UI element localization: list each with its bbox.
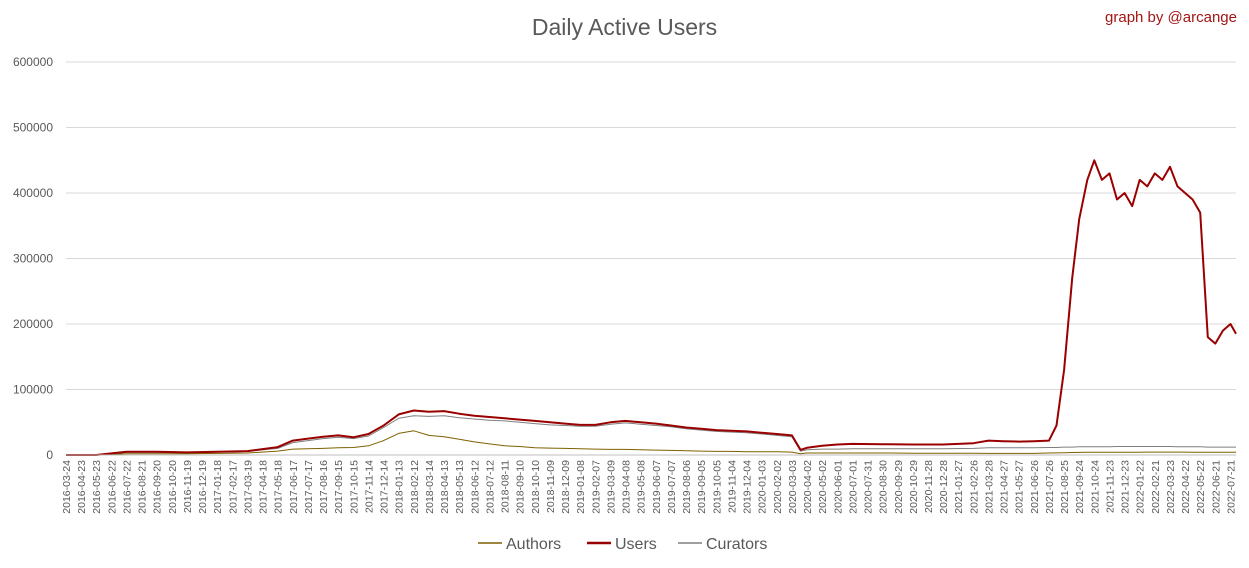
x-tick-label: 2020-08-30 (878, 460, 890, 514)
x-tick-label: 2019-06-07 (651, 460, 663, 514)
x-tick-label: 2018-05-13 (454, 460, 466, 514)
x-tick-label: 2021-08-25 (1059, 460, 1071, 514)
x-tick-label: 2017-01-18 (212, 460, 224, 514)
x-tick-label: 2019-10-05 (711, 460, 723, 514)
x-tick-label: 2018-01-13 (394, 460, 406, 514)
x-tick-label: 2018-03-14 (424, 460, 436, 514)
y-tick-label: 300000 (13, 252, 53, 266)
x-tick-label: 2021-12-23 (1120, 460, 1132, 514)
x-tick-label: 2020-07-31 (863, 460, 875, 514)
x-tick-label: 2018-09-10 (515, 460, 527, 514)
x-tick-label: 2017-06-17 (288, 460, 300, 514)
chart-title: Daily Active Users (531, 14, 718, 40)
x-tick-label: 2019-11-04 (726, 460, 738, 513)
x-tick-label: 2020-12-28 (938, 460, 950, 514)
x-tick-label: 2022-05-22 (1195, 460, 1207, 514)
x-tick-label: 2017-09-15 (333, 460, 345, 514)
series-lines (66, 159, 1237, 456)
x-tick-label: 2018-12-09 (560, 460, 572, 514)
x-tick-label: 2019-08-06 (681, 460, 693, 514)
x-tick-label: 2016-09-20 (152, 460, 164, 514)
x-tick-label: 2019-03-09 (605, 460, 617, 514)
x-tick-label: 2018-11-09 (545, 460, 557, 513)
x-tick-label: 2020-11-28 (923, 460, 935, 513)
y-tick-label: 600000 (13, 55, 53, 69)
x-tick-label: 2022-06-21 (1210, 460, 1222, 514)
x-axis-ticks: 2016-03-24 2016-04-23 2016-05-23 2016-06-22… (61, 460, 1237, 514)
x-tick-label: 2016-12-19 (197, 460, 209, 514)
x-tick-label: 2021-09-24 (1074, 460, 1086, 514)
x-tick-label: 2019-07-07 (666, 460, 678, 514)
x-tick-label: 2016-03-24 (61, 460, 73, 514)
x-tick-label: 2021-03-28 (983, 460, 995, 514)
x-tick-label: 2018-10-10 (530, 460, 542, 514)
x-tick-label: 2019-04-08 (621, 460, 633, 514)
x-tick-label: 2021-11-23 (1104, 460, 1116, 513)
x-tick-label: 2021-01-27 (953, 460, 965, 514)
x-tick-label: 2019-01-08 (575, 460, 587, 514)
x-tick-label: 2020-03-03 (787, 460, 799, 514)
gridlines (66, 61, 1236, 390)
x-tick-label: 2022-07-21 (1225, 460, 1237, 514)
series-line-users (66, 159, 1237, 456)
x-tick-label: 2019-02-07 (590, 460, 602, 514)
x-tick-label: 2017-05-18 (273, 460, 285, 514)
x-tick-label: 2021-05-27 (1014, 460, 1026, 514)
x-tick-label: 2020-04-02 (802, 460, 814, 514)
y-axis-ticks: 0 100000 200000 300000 400000 500000 600000 (13, 55, 53, 462)
legend: Authors Users Curators (478, 536, 767, 553)
x-tick-label: 2021-07-26 (1044, 460, 1056, 514)
x-tick-label: 2017-07-17 (303, 460, 315, 514)
x-tick-label: 2017-02-17 (227, 460, 239, 514)
y-tick-label: 400000 (13, 186, 53, 200)
x-tick-label: 2020-05-02 (817, 460, 829, 514)
y-tick-label: 0 (46, 448, 53, 462)
x-tick-label: 2022-01-22 (1135, 460, 1147, 514)
x-tick-label: 2019-12-04 (742, 460, 754, 514)
x-tick-label: 2021-04-27 (999, 460, 1011, 514)
x-tick-label: 2018-07-12 (484, 460, 496, 514)
x-tick-label: 2020-02-02 (772, 460, 784, 514)
x-tick-label: 2021-06-26 (1029, 460, 1041, 514)
y-tick-label: 500000 (13, 121, 53, 135)
legend-label-curators: Curators (706, 536, 767, 553)
x-tick-label: 2016-08-21 (137, 460, 149, 514)
x-tick-label: 2020-09-29 (893, 460, 905, 514)
series-line-curators (66, 415, 1236, 456)
legend-label-authors: Authors (506, 536, 561, 553)
x-tick-label: 2018-02-12 (409, 460, 421, 514)
x-tick-label: 2021-10-24 (1089, 460, 1101, 514)
x-tick-label: 2017-08-16 (318, 460, 330, 514)
x-tick-label: 2022-04-22 (1180, 460, 1192, 514)
y-tick-label: 200000 (13, 317, 53, 331)
x-tick-label: 2022-03-23 (1165, 460, 1177, 514)
x-tick-label: 2019-05-08 (636, 460, 648, 514)
x-tick-label: 2020-01-03 (757, 460, 769, 514)
x-tick-label: 2017-11-14 (363, 460, 375, 513)
y-tick-label: 100000 (13, 383, 53, 397)
x-tick-label: 2016-10-20 (167, 460, 179, 514)
x-tick-label: 2017-04-18 (258, 460, 270, 514)
x-tick-label: 2020-07-01 (847, 460, 859, 514)
x-tick-label: 2021-02-26 (968, 460, 980, 514)
legend-label-users: Users (615, 536, 657, 553)
x-tick-label: 2020-06-01 (832, 460, 844, 514)
x-tick-label: 2018-04-13 (439, 460, 451, 514)
credit-label: graph by @arcange (1105, 9, 1237, 26)
x-tick-label: 2018-06-12 (469, 460, 481, 514)
x-tick-label: 2016-11-19 (182, 460, 194, 513)
x-tick-label: 2016-06-22 (106, 460, 118, 514)
x-tick-label: 2016-04-23 (76, 460, 88, 514)
x-tick-label: 2016-05-23 (91, 460, 103, 514)
x-tick-label: 2017-10-15 (348, 460, 360, 514)
x-tick-label: 2020-10-29 (908, 460, 920, 514)
x-tick-label: 2022-02-21 (1150, 460, 1162, 514)
x-tick-label: 2019-09-05 (696, 460, 708, 514)
x-tick-label: 2018-08-11 (500, 460, 512, 513)
x-tick-label: 2017-12-14 (379, 460, 391, 514)
series-line-authors (66, 430, 1236, 456)
x-tick-label: 2016-07-22 (121, 460, 133, 514)
x-tick-label: 2017-03-19 (242, 460, 254, 514)
